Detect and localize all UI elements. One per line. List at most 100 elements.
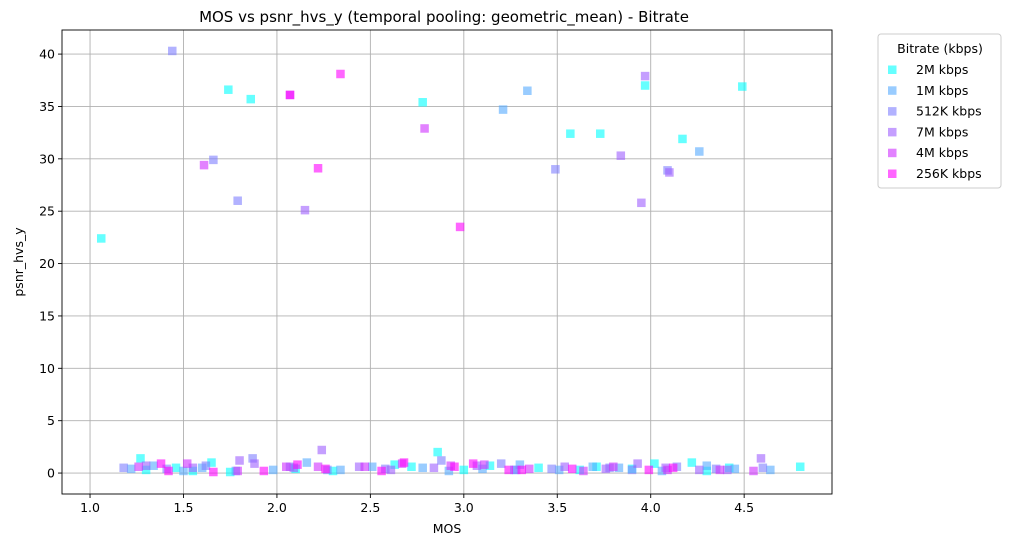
data-point <box>136 454 145 463</box>
data-point <box>450 462 459 472</box>
data-point <box>588 462 598 472</box>
y-tick-label: 25 <box>39 204 55 219</box>
legend-marker <box>888 107 897 116</box>
data-point <box>485 461 495 470</box>
axes-frame <box>61 29 833 495</box>
data-point <box>235 456 244 465</box>
data-point <box>695 147 704 156</box>
data-point <box>504 465 513 475</box>
data-point <box>164 466 173 476</box>
legend-label: 1M kbps <box>916 83 968 98</box>
legend-label: 7M kbps <box>916 124 968 139</box>
data-point <box>758 463 768 473</box>
data-point <box>756 454 766 463</box>
data-point <box>293 460 302 469</box>
legend-marker <box>888 86 897 95</box>
data-point <box>156 459 166 468</box>
data-point <box>386 465 396 475</box>
x-tick-label: 4.0 <box>641 500 661 515</box>
data-point <box>524 464 534 474</box>
data-point <box>399 458 409 467</box>
data-point <box>390 460 399 469</box>
data-point <box>268 465 278 475</box>
data-point <box>795 462 805 472</box>
data-point <box>209 155 218 165</box>
data-point <box>259 466 269 476</box>
y-tick-label: 10 <box>39 361 55 376</box>
data-point <box>317 445 327 455</box>
x-tick-label: 3.0 <box>454 500 474 515</box>
data-point <box>282 462 291 472</box>
data-point <box>433 447 442 457</box>
data-point <box>644 465 654 475</box>
legend-label: 4M kbps <box>916 145 968 160</box>
legend-entries: 2M kbps 1M kbps 512K kbps 7M kbps 4M kbps 256… <box>888 62 982 181</box>
data-point <box>766 465 775 475</box>
x-tick-label: 4.5 <box>734 500 754 515</box>
data-point <box>182 459 192 468</box>
legend-marker <box>888 65 897 74</box>
data-point <box>418 98 427 107</box>
x-tick-label: 1.0 <box>80 500 100 515</box>
data-point <box>715 465 725 475</box>
data-point <box>313 462 323 472</box>
data-point <box>429 463 439 473</box>
data-point <box>336 465 345 475</box>
data-point <box>749 466 758 476</box>
plot-area: 1.0 1.5 2.0 2.5 3.0 3.5 4.0 4.5 0 5 10 15 20 25 30 35 40 <box>39 29 833 515</box>
data-point <box>233 466 242 476</box>
data-point <box>567 464 577 474</box>
data-point <box>354 462 364 472</box>
legend-label: 256K kbps <box>916 166 982 181</box>
data-point <box>149 461 158 470</box>
data-point <box>360 462 370 472</box>
data-point <box>418 463 427 473</box>
data-point <box>126 464 136 474</box>
legend-title: Bitrate (kbps) <box>897 41 983 56</box>
data-point <box>134 462 143 472</box>
data-point <box>616 151 626 160</box>
data-point <box>678 134 687 144</box>
y-tick-label: 5 <box>47 413 55 428</box>
data-point <box>377 466 386 476</box>
x-tick-label: 2.0 <box>267 500 287 515</box>
data-point <box>687 458 697 467</box>
legend-label: 2M kbps <box>916 62 968 77</box>
data-point <box>601 464 611 474</box>
y-axis-label: psnr_hvs_y <box>11 227 26 297</box>
x-axis-label: MOS <box>433 521 462 536</box>
y-tick-label: 0 <box>47 466 55 481</box>
data-point <box>407 462 416 472</box>
legend-marker <box>888 127 897 137</box>
data-point <box>633 459 642 468</box>
legend-marker <box>888 148 897 158</box>
data-point <box>250 459 259 468</box>
data-point <box>668 463 678 473</box>
data-point <box>367 462 377 472</box>
data-point <box>285 90 295 100</box>
data-point <box>663 465 672 475</box>
y-tick-label: 15 <box>39 308 55 323</box>
x-tick-label: 2.5 <box>360 500 380 515</box>
y-tick-label: 30 <box>39 151 55 166</box>
data-point <box>141 461 151 470</box>
data-points <box>97 46 805 477</box>
data-point <box>459 465 469 475</box>
data-point <box>328 466 338 476</box>
data-point <box>437 456 446 465</box>
legend-box <box>877 33 1002 189</box>
data-point <box>179 466 188 476</box>
data-point <box>201 461 211 470</box>
data-point <box>640 81 650 90</box>
data-point <box>596 129 605 138</box>
data-point <box>420 124 429 133</box>
data-point <box>171 463 181 473</box>
data-point <box>496 459 506 468</box>
data-point <box>551 165 560 174</box>
data-point <box>455 222 465 232</box>
data-point <box>246 94 256 104</box>
data-point <box>119 463 128 473</box>
data-point <box>738 82 747 91</box>
